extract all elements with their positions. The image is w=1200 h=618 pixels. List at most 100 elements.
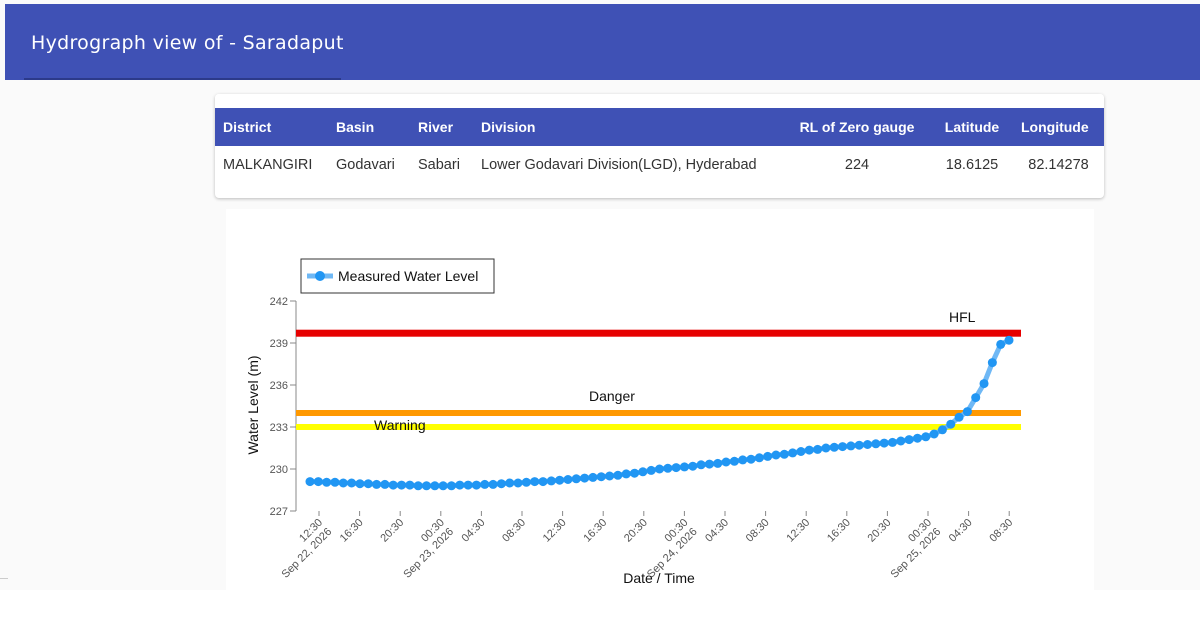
data-point[interactable]	[496, 479, 506, 489]
data-point[interactable]	[704, 459, 714, 469]
data-point[interactable]	[413, 481, 423, 491]
data-point[interactable]	[563, 475, 573, 484]
data-point[interactable]	[888, 437, 897, 447]
data-point[interactable]	[838, 442, 848, 452]
data-point[interactable]	[347, 478, 357, 488]
data-point[interactable]	[397, 480, 407, 490]
data-point[interactable]	[912, 433, 922, 443]
data-point[interactable]	[330, 477, 340, 487]
data-point[interactable]	[971, 393, 981, 403]
data-point[interactable]	[621, 469, 631, 479]
data-point[interactable]	[555, 475, 565, 485]
data-point[interactable]	[313, 477, 323, 487]
data-point[interactable]	[929, 429, 939, 439]
data-point[interactable]	[471, 480, 481, 490]
data-point[interactable]	[638, 467, 648, 477]
cell-river: Sabari	[418, 157, 460, 173]
data-point[interactable]	[896, 436, 906, 446]
data-point[interactable]	[422, 481, 431, 491]
data-point[interactable]	[954, 412, 964, 422]
data-point[interactable]	[979, 379, 989, 389]
data-point[interactable]	[696, 460, 706, 470]
x-tick-label: 20:30	[866, 517, 894, 545]
data-point[interactable]	[871, 439, 881, 449]
data-point[interactable]	[380, 479, 390, 489]
data-point[interactable]	[738, 455, 748, 465]
data-point[interactable]	[605, 471, 615, 481]
x-tick-label: 16:30	[581, 517, 609, 545]
station-info-card: District Basin River Division RL of Zero…	[215, 94, 1104, 198]
divider	[0, 578, 8, 579]
data-point[interactable]	[1004, 335, 1014, 345]
data-point[interactable]	[505, 478, 515, 488]
data-point[interactable]	[987, 358, 997, 368]
data-point[interactable]	[904, 435, 914, 445]
data-point[interactable]	[355, 479, 365, 489]
data-point[interactable]	[821, 443, 831, 453]
cell-division: Lower Godavari Division(LGD), Hyderabad	[481, 157, 757, 173]
data-point[interactable]	[946, 419, 956, 429]
data-point[interactable]	[788, 448, 798, 458]
column-header-basin: Basin	[336, 119, 375, 135]
data-point[interactable]	[530, 477, 540, 487]
data-point[interactable]	[338, 478, 348, 488]
data-point[interactable]	[322, 477, 332, 487]
data-point[interactable]	[721, 457, 731, 467]
data-point[interactable]	[655, 464, 664, 474]
data-point[interactable]	[438, 481, 448, 491]
data-point[interactable]	[779, 449, 789, 459]
data-point[interactable]	[596, 472, 606, 482]
data-point[interactable]	[771, 450, 781, 460]
data-point[interactable]	[846, 441, 856, 451]
data-point[interactable]	[521, 477, 531, 487]
data-point[interactable]	[430, 481, 440, 491]
data-point[interactable]	[588, 472, 598, 482]
data-point[interactable]	[829, 442, 839, 452]
data-point[interactable]	[854, 440, 864, 450]
data-point[interactable]	[372, 479, 382, 489]
data-point[interactable]	[804, 445, 814, 455]
data-point[interactable]	[729, 456, 739, 466]
data-point[interactable]	[763, 451, 773, 461]
data-point[interactable]	[305, 477, 315, 487]
data-point[interactable]	[663, 463, 673, 473]
data-point[interactable]	[679, 462, 689, 472]
data-point[interactable]	[513, 478, 523, 488]
chart-legend[interactable]: Measured Water Level	[300, 258, 495, 294]
data-point[interactable]	[363, 479, 373, 489]
data-point[interactable]	[796, 447, 806, 456]
data-point[interactable]	[754, 453, 764, 463]
data-point[interactable]	[613, 470, 623, 480]
data-point[interactable]	[937, 425, 947, 435]
x-tick-label: 04:30	[460, 517, 488, 545]
data-point[interactable]	[646, 465, 656, 475]
data-point[interactable]	[446, 481, 456, 491]
data-point[interactable]	[480, 479, 490, 489]
data-point[interactable]	[463, 480, 473, 490]
data-point[interactable]	[996, 339, 1006, 349]
data-point[interactable]	[688, 461, 698, 471]
x-tick-label-group: 16:30	[581, 517, 609, 545]
data-point[interactable]	[879, 438, 889, 448]
data-point[interactable]	[388, 480, 398, 490]
reference-line-danger	[296, 410, 1021, 416]
x-tick-label-group: 04:30	[947, 517, 975, 545]
data-point[interactable]	[671, 463, 681, 473]
data-point[interactable]	[546, 476, 556, 486]
data-point[interactable]	[863, 440, 873, 449]
data-point[interactable]	[488, 479, 498, 489]
data-point[interactable]	[571, 474, 581, 484]
data-point[interactable]	[921, 432, 931, 442]
data-point[interactable]	[746, 454, 756, 464]
data-point[interactable]	[538, 477, 548, 487]
y-tick-label: 242	[270, 296, 288, 308]
data-point[interactable]	[962, 407, 972, 417]
y-axis-label: Water Level (m)	[245, 355, 261, 454]
data-point[interactable]	[713, 458, 723, 468]
x-tick-label-group: 20:30	[866, 517, 894, 545]
data-point[interactable]	[580, 473, 590, 483]
data-point[interactable]	[455, 480, 465, 490]
data-point[interactable]	[630, 468, 640, 478]
data-point[interactable]	[405, 480, 415, 490]
data-point[interactable]	[813, 444, 823, 454]
